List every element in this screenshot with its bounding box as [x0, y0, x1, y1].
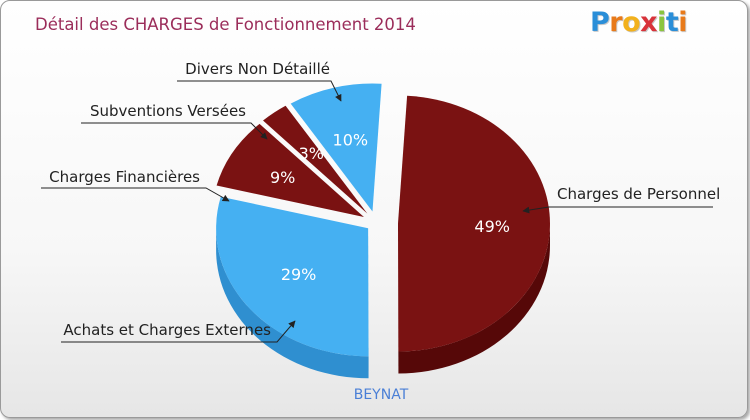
slice-category-label: Charges de Personnel: [557, 185, 720, 203]
chart-title: Détail des CHARGES de Fonctionnement 201…: [35, 15, 416, 34]
slice-percent-label: 49%: [474, 217, 510, 236]
slice-category-label: Achats et Charges Externes: [63, 321, 271, 339]
leader-line: [522, 206, 713, 214]
slice-category-label: Divers Non Détaillé: [185, 60, 330, 78]
slice-percent-label: 29%: [281, 265, 317, 284]
logo-letter: t: [665, 7, 679, 38]
logo-letter: x: [640, 7, 658, 38]
logo-letter: r: [609, 7, 623, 38]
leader-line: [61, 320, 296, 343]
slice-side: [216, 228, 369, 379]
pie-slice: [216, 123, 364, 217]
logo-letter: P: [589, 7, 610, 38]
slice-category-label: Charges Financières: [49, 168, 200, 186]
slice-percent-label: 10%: [333, 131, 369, 150]
logo-letter: i: [678, 7, 687, 38]
logo-letter: i: [657, 7, 666, 38]
pie-slice: [290, 83, 382, 212]
chart-caption: BEYNAT: [354, 387, 409, 403]
slice-category-label: Subventions Versées: [90, 102, 246, 120]
pie-slice: [263, 105, 368, 214]
pie-slice: [397, 95, 550, 352]
proxiti-logo: Proxiti: [589, 7, 688, 38]
slice-percent-label: 3%: [299, 144, 324, 163]
slice-percent-label: 9%: [270, 168, 295, 187]
leader-line: [177, 80, 342, 102]
logo-letter: o: [622, 7, 641, 38]
pie-slice: [216, 196, 369, 357]
slice-side: [398, 223, 550, 374]
leader-line: [81, 122, 268, 140]
leader-line: [41, 187, 230, 202]
slice-tops: [216, 83, 550, 357]
